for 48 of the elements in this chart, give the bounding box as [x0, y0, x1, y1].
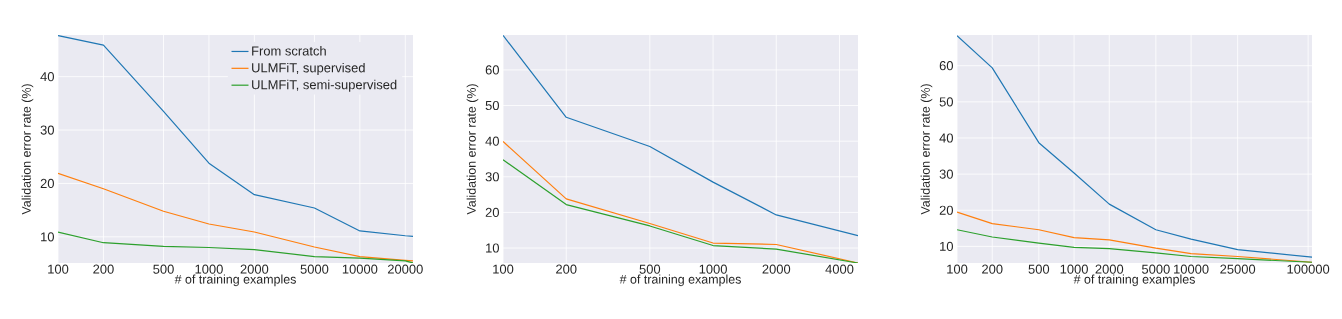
x-tick-label: 100	[493, 264, 514, 274]
x-axis-title: # of training examples	[619, 274, 741, 287]
x-tick-label: 100	[48, 264, 69, 274]
y-tick-label: 20	[939, 205, 953, 215]
x-axis-title: # of training examples	[174, 274, 296, 287]
x-axis-title: # of training examples	[1073, 274, 1195, 287]
y-tick-label: 50	[485, 100, 499, 111]
y-tick-label: 20	[485, 207, 499, 217]
x-tick-label: 2000	[762, 264, 791, 274]
legend-label: ULMFiT, semi-supervised	[252, 79, 397, 92]
x-tick-label: 200	[982, 264, 1003, 274]
x-tick-label: 5000	[1141, 264, 1170, 274]
y-tick-label: 30	[40, 125, 54, 135]
legend-label: From scratch	[252, 46, 326, 56]
y-tick-label: 20	[40, 178, 54, 189]
x-tick-label: 200	[556, 264, 577, 274]
y-axis-title: Validation error rate (%)	[466, 84, 479, 215]
y-tick-label: 60	[939, 61, 953, 71]
x-tick-label: 4000	[825, 264, 854, 274]
y-axis-title: Validation error rate (%)	[21, 84, 34, 215]
x-tick-label: 10000	[342, 264, 378, 274]
x-tick-label: 2000	[240, 264, 269, 274]
x-tick-label: 25000	[1220, 264, 1256, 274]
x-tick-label: 1000	[195, 264, 223, 274]
y-tick-label: 40	[939, 133, 953, 143]
x-tick-label: 200	[93, 264, 114, 274]
y-tick-label: 30	[485, 172, 499, 182]
y-tick-label: 10	[940, 241, 953, 251]
x-tick-label: 100000	[1287, 264, 1330, 274]
y-tick-label: 30	[939, 169, 953, 179]
x-tick-label: 1000	[1060, 264, 1088, 274]
y-axis-title: Validation error rate (%)	[920, 84, 933, 215]
x-tick-label: 1000	[699, 264, 727, 274]
y-tick-label: 60	[485, 65, 499, 75]
x-tick-label: 500	[153, 264, 174, 274]
y-tick-label: 10	[486, 243, 499, 253]
y-tick-label: 40	[485, 136, 499, 146]
x-tick-label: 500	[639, 264, 661, 274]
x-tick-label: 5000	[300, 264, 329, 274]
y-tick-label: 50	[939, 97, 953, 107]
x-tick-label: 500	[1028, 264, 1050, 274]
y-tick-label: 10	[41, 232, 54, 242]
y-tick-label: 40	[40, 72, 54, 82]
legend-label: ULMFiT, supervised	[252, 62, 365, 75]
x-tick-label: 2000	[1095, 264, 1124, 274]
x-tick-label: 100	[947, 264, 968, 274]
x-tick-label: 20000	[387, 264, 423, 274]
x-tick-label: 10000	[1174, 264, 1209, 274]
